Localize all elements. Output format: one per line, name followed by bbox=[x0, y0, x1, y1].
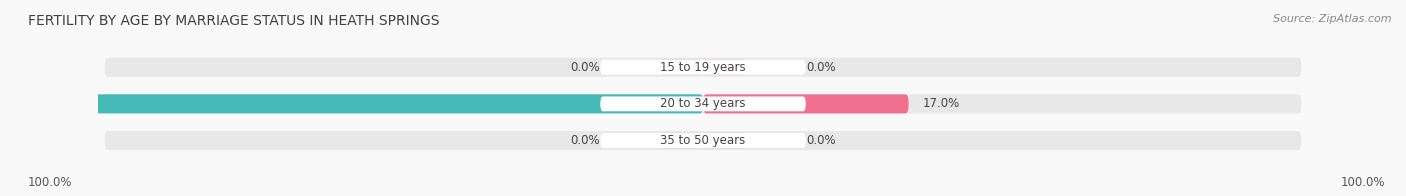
Text: 17.0%: 17.0% bbox=[924, 97, 960, 110]
Text: 100.0%: 100.0% bbox=[1340, 176, 1385, 189]
Text: 0.0%: 0.0% bbox=[571, 61, 600, 74]
Text: 100.0%: 100.0% bbox=[28, 176, 73, 189]
FancyBboxPatch shape bbox=[600, 60, 806, 75]
Text: FERTILITY BY AGE BY MARRIAGE STATUS IN HEATH SPRINGS: FERTILITY BY AGE BY MARRIAGE STATUS IN H… bbox=[28, 14, 440, 28]
Text: 0.0%: 0.0% bbox=[571, 134, 600, 147]
Text: 20 to 34 years: 20 to 34 years bbox=[661, 97, 745, 110]
FancyBboxPatch shape bbox=[703, 94, 908, 113]
Text: 0.0%: 0.0% bbox=[806, 61, 835, 74]
FancyBboxPatch shape bbox=[104, 58, 1302, 77]
FancyBboxPatch shape bbox=[703, 60, 745, 75]
FancyBboxPatch shape bbox=[600, 133, 806, 148]
FancyBboxPatch shape bbox=[703, 133, 745, 148]
FancyBboxPatch shape bbox=[104, 131, 1302, 150]
FancyBboxPatch shape bbox=[661, 133, 703, 148]
FancyBboxPatch shape bbox=[600, 96, 806, 111]
FancyBboxPatch shape bbox=[104, 94, 1302, 113]
Text: 35 to 50 years: 35 to 50 years bbox=[661, 134, 745, 147]
Text: Source: ZipAtlas.com: Source: ZipAtlas.com bbox=[1274, 14, 1392, 24]
FancyBboxPatch shape bbox=[0, 94, 703, 113]
FancyBboxPatch shape bbox=[661, 60, 703, 75]
Text: 0.0%: 0.0% bbox=[806, 134, 835, 147]
Text: 15 to 19 years: 15 to 19 years bbox=[661, 61, 745, 74]
